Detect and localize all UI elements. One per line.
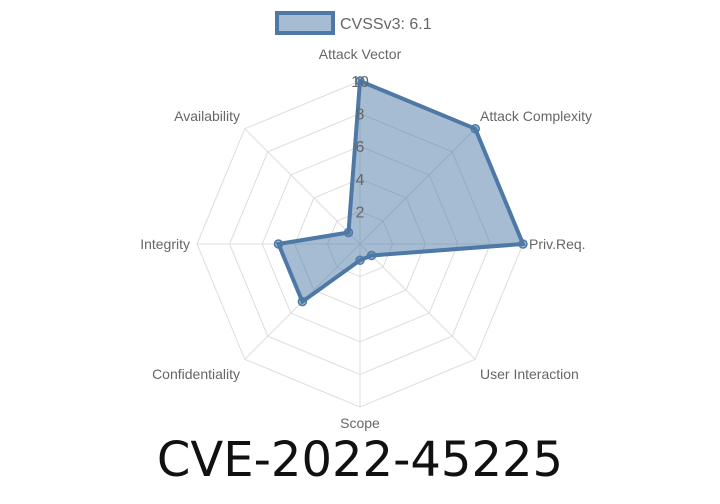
cve-title: CVE-2022-45225 (156, 432, 564, 488)
grid-spoke (244, 128, 361, 245)
data-point (355, 76, 365, 86)
axis-label: Integrity (140, 236, 190, 252)
tick-label: 8 (356, 107, 365, 124)
axis-label: Priv.Req. (529, 236, 586, 252)
legend-label: CVSSv3: 6.1 (340, 16, 432, 33)
legend-swatch (275, 11, 335, 35)
grid-spoke (359, 243, 476, 360)
data-point (355, 255, 365, 266)
data-point (366, 250, 377, 261)
axis-label: Attack Complexity (480, 108, 592, 124)
data-point (343, 227, 354, 238)
tick-label: 2 (356, 204, 365, 221)
axis-label: User Interaction (480, 366, 579, 382)
axis-label: Confidentiality (152, 366, 240, 382)
axis-label: Availability (174, 108, 240, 124)
data-point (273, 239, 284, 249)
tick-label: 4 (356, 172, 365, 189)
data-point (470, 123, 481, 134)
data-point (297, 296, 308, 307)
axis-label: Attack Vector (319, 46, 402, 62)
data-point (518, 239, 528, 249)
tick-label: 10 (351, 74, 369, 91)
axis-label: Scope (340, 415, 380, 431)
tick-label: 6 (356, 139, 365, 156)
